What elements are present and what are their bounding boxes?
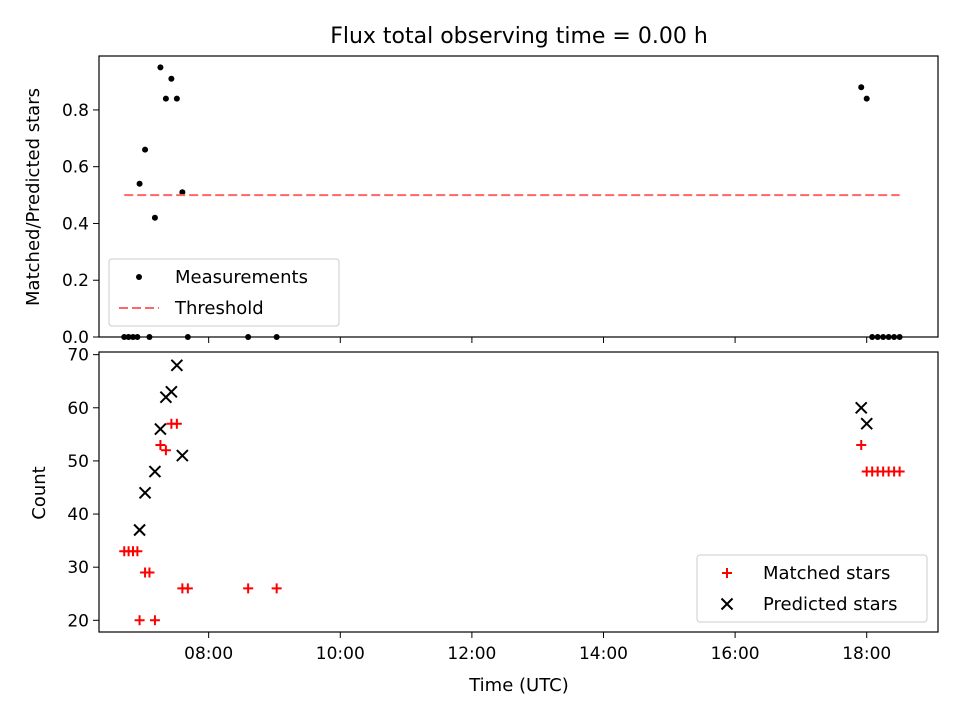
plot-frame	[98, 55, 939, 338]
count-panel: 08:00 10:00 12:00 14:00 16:00 18:00 20 30 40 50 60…	[67, 346, 939, 664]
y-axis-label-count: Count	[29, 466, 50, 519]
measurement-point	[125, 334, 132, 340]
y-tick-label: 0.0	[62, 328, 89, 348]
measurement-point	[869, 334, 876, 340]
x-tick-label: 08:00	[184, 644, 233, 664]
chart-title: Flux total observing time = 0.00 h	[330, 24, 708, 49]
measurement-point	[858, 84, 865, 91]
measurement-point	[273, 334, 280, 340]
predicted-star-marker	[165, 385, 178, 399]
y-axis-label-ratio: Matched/Predicted stars	[23, 88, 44, 306]
legend-label: Matched stars	[763, 563, 890, 584]
y-tick-label: 40	[67, 505, 89, 525]
measurement-point	[863, 95, 870, 102]
matched-star-marker	[856, 439, 867, 450]
legend-matched-swatch	[722, 568, 732, 578]
y-tick-label: 0.4	[62, 214, 89, 234]
legend-label: Threshold	[174, 298, 264, 319]
matched-star-marker	[182, 583, 193, 594]
measurement-point	[121, 334, 128, 340]
x-tick-label: 18:00	[842, 644, 891, 664]
matched-star-marker	[144, 567, 155, 578]
y-tick-label: 50	[67, 452, 89, 472]
matched-star-marker	[134, 615, 145, 626]
x-tick-label: 12:00	[447, 644, 496, 664]
legend-measurement-swatch	[136, 274, 142, 280]
measurement-point	[891, 334, 898, 340]
plot-frame	[98, 351, 939, 633]
y-tick-label: 60	[67, 399, 89, 419]
measurement-point	[136, 180, 143, 187]
measurement-point	[885, 334, 892, 340]
legend-label: Predicted stars	[763, 594, 897, 615]
y-tick-label: 20	[67, 611, 89, 631]
y-tick-label: 30	[67, 558, 89, 578]
y-tick-label: 0.8	[62, 101, 89, 121]
x-tick-label: 10:00	[316, 644, 365, 664]
predicted-star-marker	[176, 449, 189, 462]
predicted-star-marker	[138, 486, 152, 500]
ratio-panel: 0.0 0.2 0.4 0.6 0.8 Measurements Threshold	[62, 55, 939, 348]
predicted-star-marker	[860, 417, 873, 430]
y-tick-label: 0.2	[62, 271, 89, 291]
predicted-star-marker	[855, 401, 868, 414]
y-tick-label: 70	[67, 346, 89, 366]
measurement-point	[157, 64, 164, 71]
matched-star-marker	[155, 439, 166, 450]
legend-box	[696, 554, 928, 623]
measurement-point	[874, 334, 881, 340]
measurement-point	[880, 334, 887, 340]
legend-box	[108, 258, 340, 327]
y-tick-label: 0.6	[62, 158, 89, 178]
measurement-point	[151, 214, 158, 221]
measurement-point	[142, 146, 149, 153]
measurement-point	[896, 334, 903, 340]
predicted-star-marker	[133, 523, 146, 537]
legend-predicted-swatch	[720, 597, 734, 611]
predicted-star-marker	[154, 422, 167, 436]
x-tick-label: 16:00	[711, 644, 760, 664]
measurement-point	[168, 75, 175, 82]
matched-star-marker	[243, 583, 254, 594]
matched-star-marker	[894, 466, 905, 477]
measurement-point	[146, 334, 153, 340]
matched-star-marker	[149, 615, 160, 626]
measurement-point	[184, 334, 191, 340]
x-tick-label: 14:00	[579, 644, 628, 664]
predicted-star-marker	[148, 465, 162, 478]
matched-star-marker	[132, 546, 143, 557]
measurement-point	[173, 95, 180, 102]
measurement-point	[245, 334, 252, 340]
matched-star-marker	[160, 445, 171, 456]
legend-label: Measurements	[175, 267, 308, 288]
matched-star-marker	[271, 583, 282, 594]
x-axis-label: Time (UTC)	[468, 675, 569, 696]
measurement-point	[162, 95, 169, 102]
measurement-point	[179, 189, 186, 196]
measurement-point	[134, 334, 141, 340]
predicted-star-marker	[170, 359, 184, 372]
matched-star-marker	[171, 418, 182, 429]
measurement-point	[129, 334, 136, 340]
